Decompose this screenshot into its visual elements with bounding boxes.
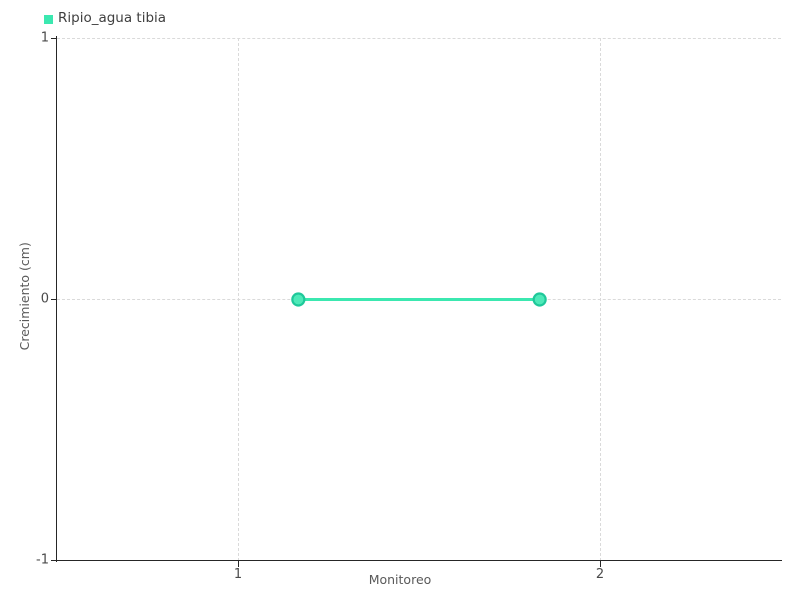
x-tick-mark-2 <box>600 561 601 567</box>
gridline-y-0 <box>57 299 781 300</box>
y-tick-mark-0 <box>51 299 57 300</box>
x-tick-label-2: 2 <box>595 567 605 582</box>
plot-area <box>57 38 781 561</box>
y-tick-label-neg1: -1 <box>36 552 49 568</box>
x-tick-label-1: 1 <box>233 567 243 582</box>
y-axis-title: Crecimiento (cm) <box>16 242 32 351</box>
chart-legend: Ripio_agua tibia <box>44 11 166 27</box>
legend-color-swatch <box>44 14 53 24</box>
x-axis-spine <box>56 560 782 561</box>
y-tick-mark-neg1 <box>51 560 57 561</box>
y-tick-label-1: 1 <box>40 30 49 46</box>
gridline-x-2 <box>600 38 601 561</box>
gridline-x-1 <box>238 38 239 561</box>
x-axis-title: Monitoreo <box>368 572 432 587</box>
gridline-y-1 <box>57 38 781 39</box>
legend-entry-label: Ripio_agua tibia <box>58 10 167 27</box>
x-tick-mark-1 <box>238 561 239 567</box>
y-tick-label-0: 0 <box>40 291 49 307</box>
y-tick-mark-1 <box>51 38 57 39</box>
